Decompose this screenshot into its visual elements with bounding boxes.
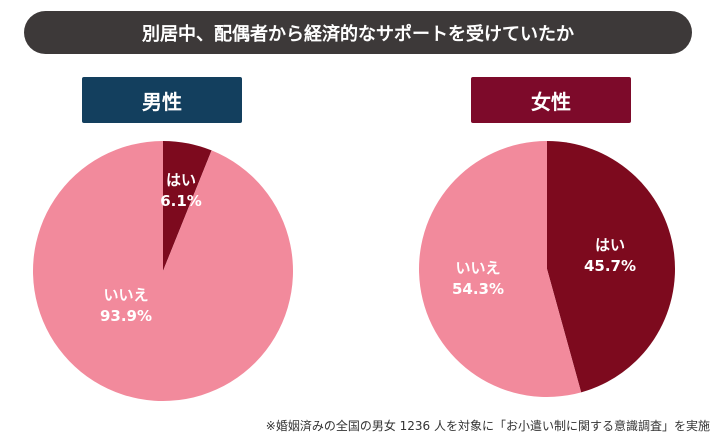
pie-label-female-yes: はい — [595, 236, 625, 254]
pie-slice-male-yes — [163, 141, 212, 271]
survey-note: ※婚姻済みの全国の男女 1236 人を対象に「お小遣い制に関する意識調査」を実施 — [265, 419, 710, 433]
chart-title: 別居中、配偶者から経済的なサポートを受けていたか — [24, 11, 692, 54]
pie-label-male-yes: はい — [166, 171, 196, 189]
pie-value-male-no: 93.9% — [100, 307, 152, 325]
female-label: 女性 — [471, 77, 631, 123]
pie-value-male-yes: 6.1% — [160, 192, 202, 210]
pie-value-female-yes: 45.7% — [584, 257, 636, 275]
pie-slice-female-yes — [547, 141, 675, 393]
male-label: 男性 — [82, 77, 242, 123]
pie-slice-male-no — [33, 141, 293, 401]
pie-value-female-no: 54.3% — [452, 280, 504, 298]
pie-label-female-no: いいえ — [455, 259, 500, 277]
pie-slice-female-no — [418, 141, 582, 397]
pie-label-male-no: いいえ — [103, 286, 148, 304]
